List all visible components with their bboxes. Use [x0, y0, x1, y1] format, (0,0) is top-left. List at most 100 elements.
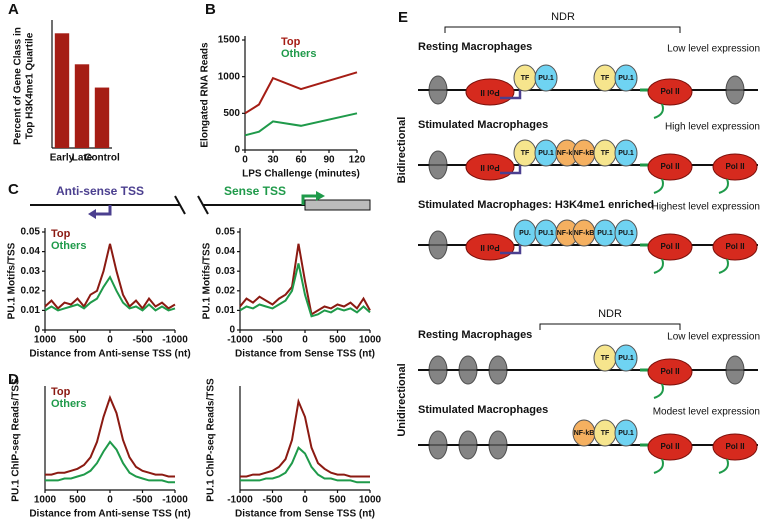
x-tick-label: -500 [262, 495, 282, 506]
x-tick-label: 1000 [34, 335, 57, 346]
x-tick-label: 0 [107, 495, 113, 506]
factor-label: PU.1 [538, 150, 554, 157]
factor-label: PU.1 [538, 230, 554, 237]
data-line [240, 446, 370, 484]
nucleosome [725, 355, 745, 385]
row-expression: High level expression [665, 122, 760, 133]
ndr-bracket [444, 26, 681, 33]
legend-entry: Others [51, 240, 86, 252]
factor-label: NF-kB [557, 150, 578, 157]
x-tick-label: 1000 [34, 495, 57, 506]
nucleosome [458, 355, 478, 385]
y-tick-label: 0.03 [216, 266, 236, 277]
panel-label: D [8, 371, 19, 388]
transcript [718, 458, 729, 474]
factor-label: PU.1 [618, 150, 634, 157]
row-expression: Highest level expression [652, 202, 760, 213]
pol-ii-label: Pol II [725, 162, 744, 171]
transcript [653, 383, 664, 399]
y-axis-label: PU.1 ChIP-seq Reads/TSS [206, 378, 217, 502]
tss-label: Sense TSS [224, 184, 286, 198]
factor-label: NF-kB [574, 430, 595, 437]
y-axis-label: PU.1 Motifs/TSS [7, 242, 18, 319]
x-tick-label: 500 [69, 335, 86, 346]
x-tick-label: 0 [242, 155, 248, 166]
x-axis-label: Distance from Sense TSS (nt) [235, 509, 375, 520]
x-tick-label: 120 [349, 155, 366, 166]
panel-label: A [8, 1, 19, 18]
factor-label: PU.1 [597, 230, 613, 237]
x-tick-label: Early [50, 153, 75, 164]
gene-model [30, 191, 371, 219]
x-tick-label: 90 [323, 155, 335, 166]
transcript [653, 103, 664, 119]
pol-ii [647, 78, 693, 106]
bar [94, 87, 110, 148]
row-title: Stimulated Macrophages [418, 119, 548, 131]
data-line [239, 263, 371, 318]
nucleosome [488, 355, 508, 385]
panel-label: B [205, 1, 216, 18]
data-line [240, 397, 370, 478]
y-tick-label: 0 [34, 325, 40, 336]
tss-label: Anti-sense TSS [56, 184, 144, 198]
factor-label: TF [521, 150, 530, 157]
nucleosome [428, 75, 448, 105]
x-tick-label: 0 [302, 495, 308, 506]
panel-label: E [398, 9, 408, 26]
factor [614, 419, 638, 447]
x-tick-label: 30 [267, 155, 279, 166]
factor [614, 219, 638, 247]
y-axis-label: Percent of Gene Class in [13, 27, 24, 145]
y-tick-label: 0.04 [216, 246, 236, 257]
pol-ii-label: Pol II [725, 442, 744, 451]
x-tick-label: 1000 [359, 495, 382, 506]
pol-ii [647, 358, 693, 386]
nucleosome [725, 75, 745, 105]
x-axis-label: Distance from Anti-sense TSS (nt) [29, 509, 190, 520]
group-label: Bidirectional [396, 117, 408, 184]
y-tick-label: 1000 [218, 71, 241, 82]
x-tick-label: -1000 [162, 495, 188, 506]
nucleosome [428, 355, 448, 385]
row-title: Stimulated Macrophages: H3K4me1 enriched [418, 199, 654, 211]
legend-entry: Top [281, 36, 301, 48]
transcript [718, 178, 729, 194]
nucleosome [428, 230, 448, 260]
x-tick-label: -1000 [227, 335, 253, 346]
factor-label: NF-kB [574, 150, 595, 157]
y-tick-label: 0 [234, 145, 240, 156]
ndr-bracket [539, 323, 681, 330]
factor-label: TF [601, 150, 610, 157]
x-axis-label: Distance from Anti-sense TSS (nt) [29, 349, 190, 360]
y-tick-label: 0 [229, 325, 235, 336]
y-tick-label: 0.03 [21, 266, 41, 277]
pol-ii-label: Pol II [660, 87, 679, 96]
pol-ii-label: Pol II [660, 162, 679, 171]
factor-label: PU.1 [618, 355, 634, 362]
pol-ii [647, 233, 693, 261]
transcript [653, 178, 664, 194]
y-axis-label: PU.1 Motifs/TSS [202, 242, 213, 319]
row-expression: Low level expression [667, 44, 760, 55]
bar [54, 33, 70, 148]
factor-label: PU.1 [538, 75, 554, 82]
pol-ii [712, 153, 758, 181]
factor-label: PU.1 [618, 75, 634, 82]
y-axis-label: PU.1 ChIP-seq Reads/TSS [11, 378, 22, 502]
factor [614, 344, 638, 372]
x-tick-label: 0 [302, 335, 308, 346]
legend-entry: Others [281, 48, 316, 60]
factor-label: PU. [519, 230, 531, 237]
pol-ii [712, 433, 758, 461]
data-line [44, 275, 176, 312]
factor [614, 64, 638, 92]
factor-label: PU.1 [618, 230, 634, 237]
factor-label: NF-kB [574, 230, 595, 237]
pol-ii-label: Pol II [725, 242, 744, 251]
y-axis-label: Elongated RNA Reads [200, 42, 211, 148]
y-axis-label: Top H3K4me1 Quartile [25, 32, 36, 139]
x-tick-label: Late [72, 153, 93, 164]
y-tick-label: 0.02 [21, 285, 41, 296]
y-tick-label: 0.01 [216, 305, 236, 316]
